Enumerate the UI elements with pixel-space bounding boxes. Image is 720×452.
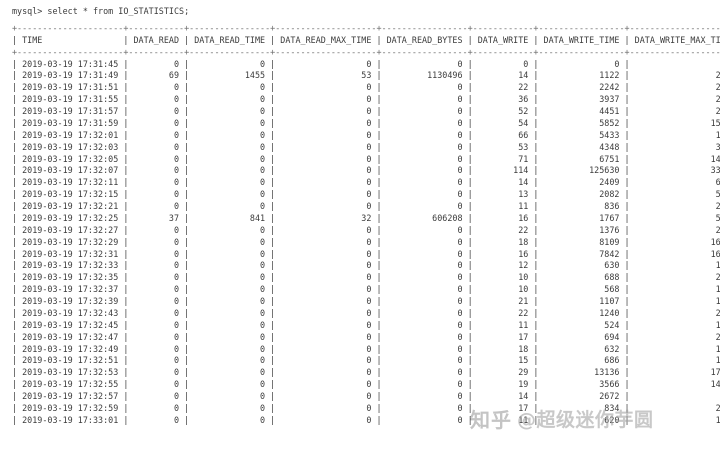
table-header-row: | TIME | DATA_READ | DATA_READ_TIME | DA… [12, 34, 720, 45]
table-body: | 2019-03-19 17:31:45 | 0 | 0 | 0 | 0 | … [12, 58, 720, 425]
table-header-rule: +---------------------+-----------+-----… [12, 46, 720, 57]
table-top-rule: +---------------------+-----------+-----… [12, 22, 720, 33]
mysql-prompt-line: mysql> select * from IO_STATISTICS; [12, 6, 190, 16]
bottom-clip-fade [0, 442, 720, 452]
